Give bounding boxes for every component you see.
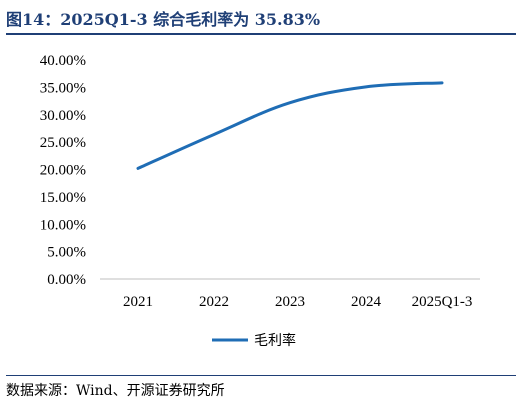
x-tick-label: 2023 (275, 294, 305, 310)
y-tick-label: 35.00% (40, 80, 86, 96)
x-tick-label: 2022 (199, 294, 229, 310)
legend: 毛利率 (212, 332, 296, 349)
y-tick-label: 5.00% (47, 245, 86, 261)
x-axis-ticks: 2021 2022 2023 2024 2025Q1-3 (123, 294, 472, 310)
x-tick-label: 2024 (351, 294, 382, 310)
y-tick-label: 15.00% (40, 190, 86, 206)
title-divider (6, 33, 516, 35)
y-tick-label: 20.00% (40, 163, 86, 179)
data-source-note: 数据来源：Wind、开源证券研究所 (6, 383, 225, 399)
legend-label: 毛利率 (254, 332, 296, 349)
y-tick-label: 10.00% (40, 217, 86, 233)
x-tick-label: 2025Q1-3 (412, 294, 473, 310)
y-tick-label: 40.00% (40, 53, 86, 69)
series-group (136, 81, 444, 170)
figure-title: 图14：2025Q1-3 综合毛利率为 35.83% (6, 10, 321, 29)
y-tick-label: 30.00% (40, 108, 86, 124)
y-axis-ticks: 0.00% 5.00% 10.00% 15.00% 20.00% 25.00% 30.00%… (40, 53, 86, 288)
series-line (136, 81, 444, 170)
footer-divider (6, 375, 516, 376)
x-tick-label: 2021 (123, 294, 153, 310)
y-tick-label: 25.00% (40, 135, 86, 151)
y-tick-label: 0.00% (47, 272, 86, 288)
